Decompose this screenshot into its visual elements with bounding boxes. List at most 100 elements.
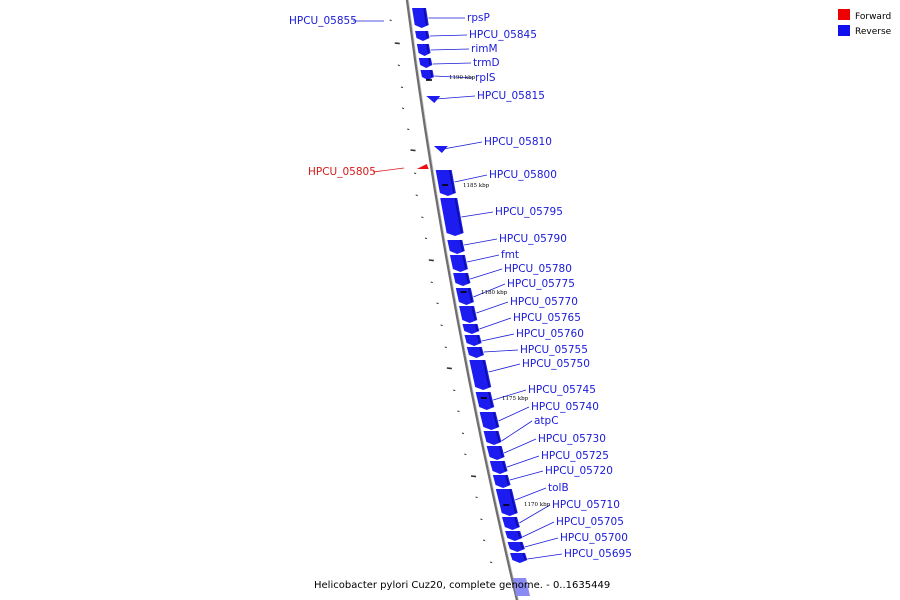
gene-label[interactable]: HPCU_05705 — [556, 516, 624, 528]
gene-label[interactable]: HPCU_05810 — [484, 136, 552, 148]
gene-label[interactable]: trmD — [473, 57, 500, 69]
backbone-dash — [461, 432, 465, 435]
label-connector — [430, 48, 470, 51]
gene-label[interactable]: HPCU_05815 — [477, 90, 545, 102]
gene-label[interactable]: HPCU_05740 — [531, 401, 599, 413]
label-connector — [519, 504, 551, 524]
reverse-gene-block — [464, 335, 482, 346]
reverse-gene-block — [435, 170, 456, 196]
reverse-gene-block — [469, 360, 492, 390]
label-connector — [435, 95, 476, 100]
gene-label[interactable]: HPCU_05775 — [507, 278, 575, 290]
gene-label[interactable]: HPCU_05725 — [541, 450, 609, 462]
label-connector — [515, 487, 547, 501]
gene-block-shade — [454, 197, 463, 234]
gene-label[interactable]: HPCU_05800 — [489, 169, 557, 181]
label-connectors — [353, 17, 563, 560]
gene-block-shade — [479, 346, 483, 356]
gene-label[interactable]: HPCU_05695 — [564, 548, 632, 560]
gene-block-shade — [492, 411, 499, 428]
gene-label[interactable]: HPCU_05745 — [528, 384, 596, 396]
reverse-gene-block — [440, 198, 464, 236]
backbone-dash — [444, 346, 447, 349]
label-connector — [498, 406, 530, 422]
reverse-gene-block — [505, 531, 523, 541]
backbone-highlight — [408, 0, 519, 600]
gene-label[interactable]: HPCU_05805 — [308, 166, 376, 178]
legend: Forward Reverse — [838, 9, 892, 37]
backbone-dash — [475, 496, 478, 499]
backbone-dash — [401, 107, 405, 110]
gene-label[interactable]: HPCU_05770 — [510, 296, 578, 308]
reverse-gene-block — [415, 31, 430, 41]
reverse-gene-block — [453, 273, 471, 286]
gene-label[interactable]: rpsP — [467, 12, 490, 24]
backbone-dash — [410, 149, 416, 152]
gene-label[interactable]: HPCU_05760 — [516, 328, 584, 340]
backbone-dash — [436, 302, 439, 305]
label-connector — [429, 34, 468, 37]
gene-label[interactable]: tolB — [548, 482, 569, 494]
gene-label[interactable]: HPCU_05710 — [552, 499, 620, 511]
gene-label[interactable]: HPCU_05795 — [495, 206, 563, 218]
gene-block-shade — [425, 30, 429, 39]
label-connector — [470, 268, 503, 280]
backbone-dash — [394, 42, 400, 45]
gene-label[interactable]: HPCU_05755 — [520, 344, 588, 356]
gene-block-shade — [462, 254, 467, 270]
backbone-dash — [482, 539, 486, 542]
gene-block-shade — [471, 305, 476, 321]
gene-block-shade — [426, 43, 430, 54]
backbone-dash — [389, 19, 392, 22]
gene-label[interactable]: HPCU_05790 — [499, 233, 567, 245]
gene-block-shade — [468, 287, 473, 303]
label-connector — [488, 363, 521, 373]
gene-label[interactable]: rimM — [471, 43, 498, 55]
label-connector — [473, 283, 506, 298]
gene-block-shade — [517, 530, 522, 539]
gene-label[interactable]: rplS — [475, 72, 496, 84]
scale-tick-label: 1180 kbp — [481, 290, 508, 296]
gene-label[interactable]: atpC — [534, 415, 559, 427]
gene-label[interactable]: HPCU_05780 — [504, 263, 572, 275]
label-connector — [483, 349, 519, 353]
gene-block-shade — [474, 323, 479, 332]
gene-block-shade — [487, 391, 493, 408]
genome-caption: Helicobacter pylori Cuz20, complete geno… — [314, 580, 610, 591]
gene-label[interactable]: HPCU_05700 — [560, 532, 628, 544]
backbone-dash — [407, 128, 410, 131]
backbone-dash — [397, 64, 400, 67]
legend-forward-swatch — [838, 9, 850, 20]
gene-label[interactable]: HPCU_05765 — [513, 312, 581, 324]
scale-ticks: 1190 kbp 1185 kbp 1180 kbp 1175 kbp 1170 kbp — [425, 75, 551, 508]
reverse-gene-block — [462, 324, 480, 334]
label-connector — [509, 470, 544, 481]
gene-label[interactable]: fmt — [501, 249, 519, 261]
gene-block-shade — [522, 552, 527, 561]
gene-block-shade — [509, 488, 517, 514]
gene-block-shade — [429, 69, 433, 78]
gene-block-shade — [514, 516, 519, 528]
legend-reverse-label: Reverse — [855, 27, 892, 37]
label-connector — [454, 174, 488, 183]
backbone-dash — [415, 194, 418, 197]
trailing-gene-block — [513, 578, 530, 596]
label-connector — [461, 211, 494, 218]
gene-block-shade — [476, 334, 481, 344]
gene-label[interactable]: HPCU_05750 — [522, 358, 590, 370]
scale-tick-label: 1175 kbp — [502, 396, 529, 402]
gene-block-shade — [482, 359, 490, 388]
gene-block-shade — [465, 272, 470, 284]
gene-label[interactable]: HPCU_05720 — [545, 465, 613, 477]
label-connector — [372, 167, 405, 173]
gene-label[interactable]: HPCU_05855 — [289, 15, 357, 27]
gene-block-shade — [448, 169, 455, 194]
gene-block-shade — [428, 57, 431, 66]
gene-label[interactable]: HPCU_05845 — [469, 29, 537, 41]
gene-track — [412, 7, 528, 563]
gene-block-shade — [498, 445, 504, 458]
label-connector — [432, 62, 472, 65]
backbone-dash — [421, 216, 424, 219]
gene-label[interactable]: HPCU_05730 — [538, 433, 606, 445]
